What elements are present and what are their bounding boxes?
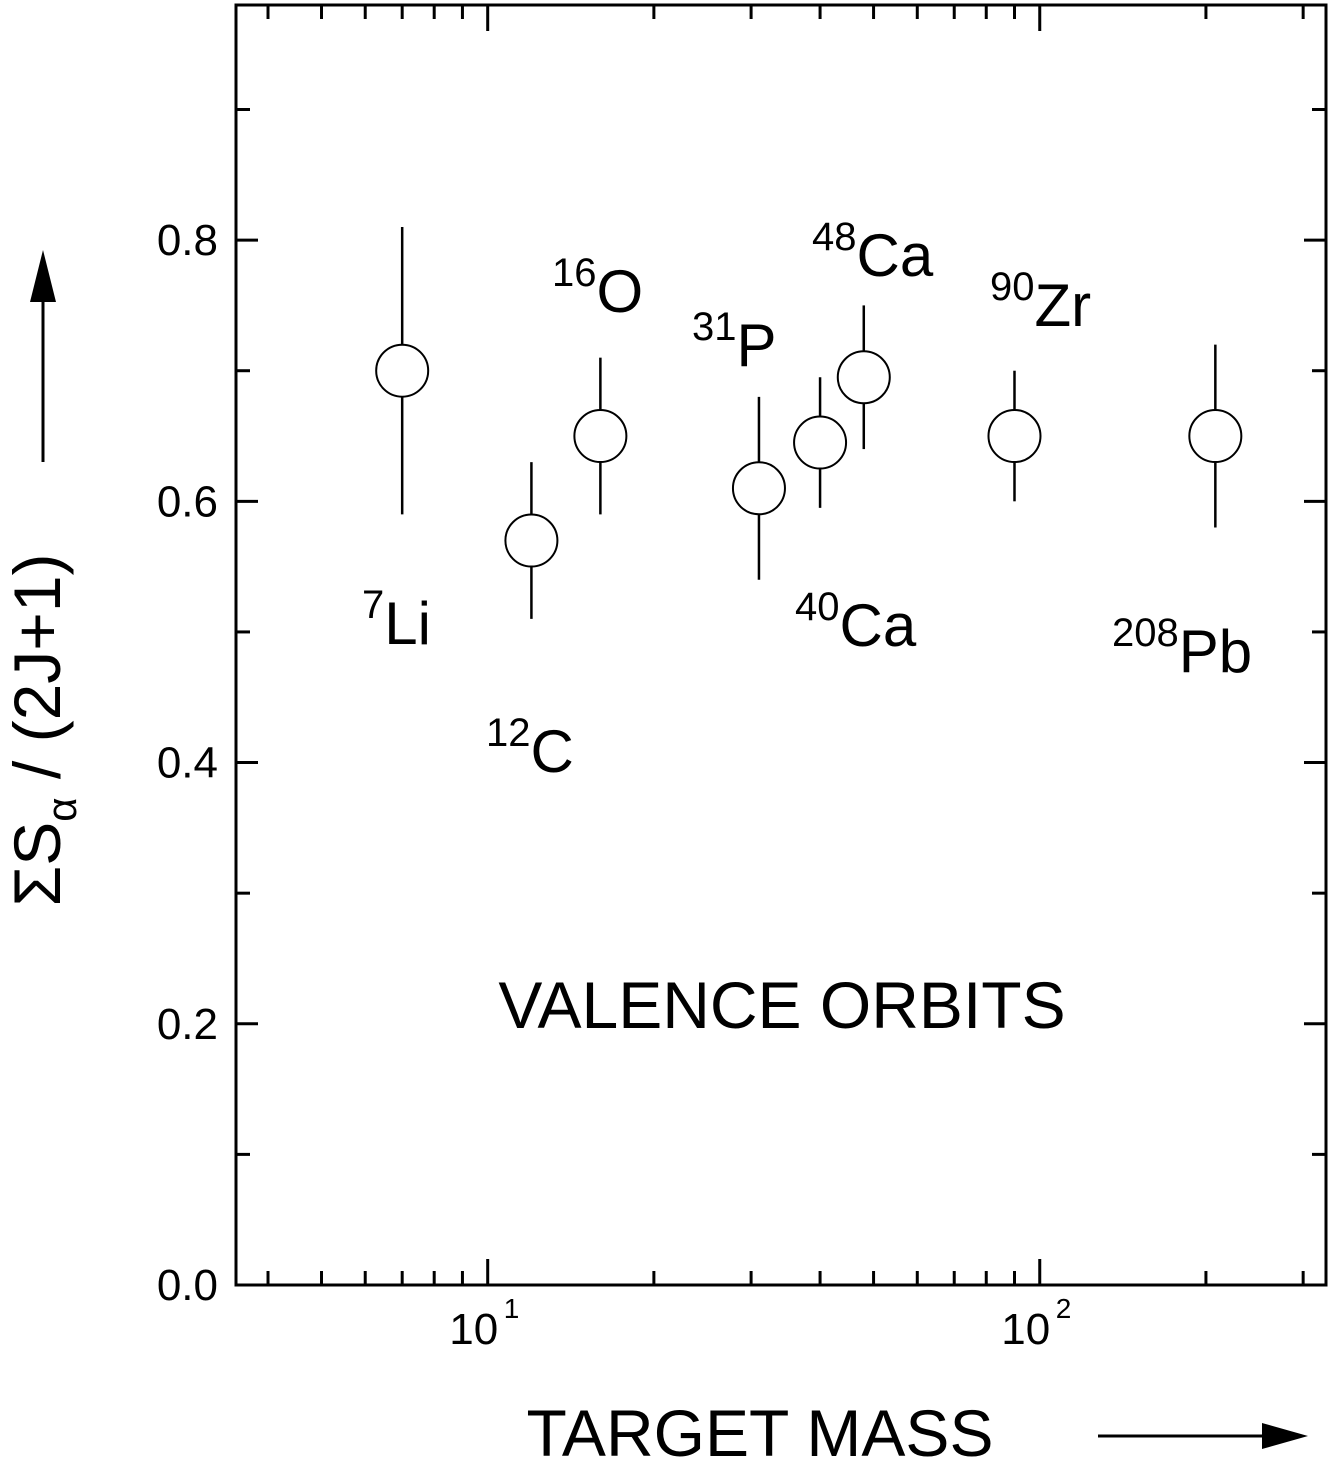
plot-frame	[234, 3, 1328, 1287]
y-tick-label: 0.4	[157, 739, 218, 788]
isotope-mass-number: 40	[795, 585, 840, 629]
y-axis-ticks	[236, 107, 1326, 1287]
isotope-mass-number: 31	[692, 305, 737, 349]
isotope-label-16o: 16O	[552, 251, 643, 325]
annotation-valence-orbits: VALENCE ORBITS	[498, 968, 1065, 1042]
marker-circle	[375, 343, 430, 398]
marker-circle	[793, 415, 848, 470]
isotope-label-7li: 7Li	[362, 583, 431, 657]
data-point-48ca	[836, 305, 891, 450]
data-points	[375, 227, 1243, 619]
isotope-symbol: Zr	[1035, 272, 1092, 339]
isotope-mass-number: 12	[486, 711, 531, 755]
isotope-label-208pb: 208Pb	[1112, 611, 1252, 685]
marker-circle	[504, 513, 559, 568]
x-axis-title: TARGET MASS	[527, 1396, 994, 1466]
isotope-mass-number: 48	[812, 215, 857, 259]
isotope-symbol: Ca	[857, 222, 934, 289]
y-tick-label: 0.8	[157, 216, 218, 265]
y-axis-arrowhead	[30, 250, 56, 302]
isotope-symbol: C	[531, 718, 574, 785]
x-tick-label-exponent: 1	[504, 1293, 520, 1324]
y-tick-label: 0.2	[157, 1000, 218, 1049]
marker-circle	[731, 461, 786, 516]
isotope-label-31p: 31P	[692, 305, 777, 379]
data-point-12c	[504, 462, 559, 619]
isotope-mass-number: 16	[552, 251, 597, 295]
isotope-symbol: O	[597, 258, 644, 325]
y-tick-label: 0.0	[157, 1261, 218, 1310]
x-axis-ticks	[266, 5, 1305, 1285]
marker-circle	[987, 409, 1042, 464]
isotope-label-40ca: 40Ca	[795, 585, 917, 659]
x-tick-labels: 10 1 10 2	[449, 1293, 1071, 1354]
x-tick-label-base: 10	[1001, 1305, 1050, 1354]
isotope-symbol: Pb	[1179, 618, 1252, 685]
isotope-label-90zr: 90Zr	[990, 265, 1091, 339]
isotope-label-48ca: 48Ca	[812, 215, 934, 289]
isotope-symbol: P	[737, 312, 777, 379]
marker-circle	[836, 350, 891, 405]
data-point-40ca	[793, 377, 848, 508]
y-tick-label: 0.6	[157, 477, 218, 526]
y-axis-title: ΣSα / (2J+1)	[0, 553, 85, 906]
data-point-90zr	[987, 370, 1042, 502]
isotope-mass-number: 90	[990, 265, 1035, 309]
data-point-7li	[375, 227, 430, 515]
marker-circle	[1188, 409, 1243, 464]
data-point-208pb	[1188, 344, 1243, 528]
data-point-16o	[573, 357, 628, 515]
marker-circle	[573, 409, 628, 464]
isotope-symbol: Li	[384, 590, 431, 657]
x-tick-label-base: 10	[449, 1305, 498, 1354]
isotope-mass-number: 208	[1112, 611, 1179, 655]
data-point-31p	[731, 396, 786, 580]
isotope-symbol: Ca	[840, 592, 917, 659]
y-tick-labels: 0.0 0.2 0.4 0.6 0.8	[157, 216, 218, 1310]
isotope-mass-number: 7	[362, 583, 384, 627]
x-axis-arrowhead	[1262, 1423, 1308, 1449]
y-axis-title-main: ΣS	[0, 822, 74, 907]
y-axis-title-subscript: α	[38, 797, 85, 821]
isotope-label-12c: 12C	[486, 711, 574, 785]
x-tick-label-exponent: 2	[1056, 1293, 1072, 1324]
y-axis-title-suffix: / (2J+1)	[0, 553, 74, 797]
